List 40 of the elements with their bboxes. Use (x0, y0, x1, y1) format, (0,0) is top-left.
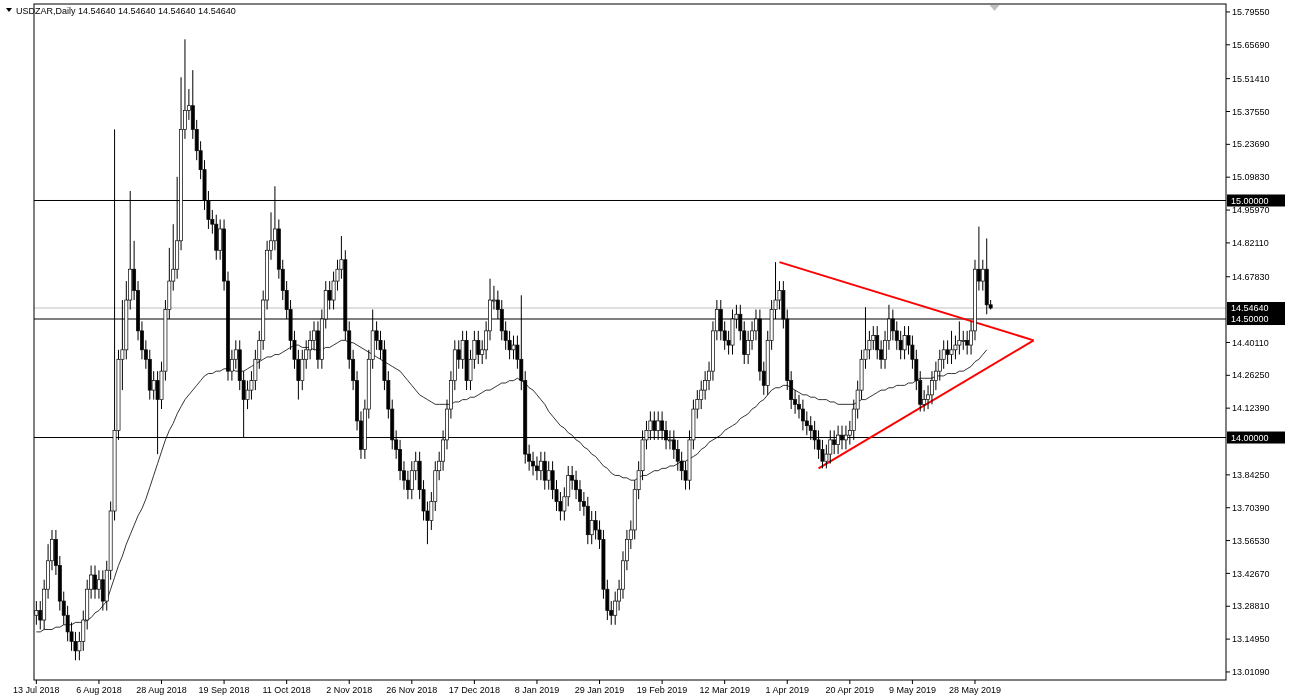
y-tick-label: 14.95970 (1232, 205, 1270, 216)
y-tick-label: 14.26250 (1232, 370, 1270, 381)
y-tick-label: 14.40110 (1232, 337, 1269, 348)
y-tick-label: 13.01090 (1232, 667, 1270, 678)
ref-line-label: 14.54640 (1231, 303, 1269, 314)
x-tick-label: 26 Nov 2018 (386, 685, 438, 695)
x-tick-label: 29 Jan 2019 (574, 685, 625, 695)
y-tick-label: 13.70390 (1232, 502, 1270, 513)
x-tick-label: 19 Sep 2018 (198, 685, 250, 695)
y-tick-label: 15.65690 (1232, 39, 1270, 50)
y-tick-label: 15.09830 (1232, 172, 1270, 183)
y-tick-label: 13.28810 (1232, 601, 1270, 612)
y-tick-label: 13.14950 (1232, 634, 1270, 645)
ref-line-label: 14.00000 (1231, 432, 1269, 443)
y-tick-label: 15.37550 (1232, 106, 1270, 117)
ref-line-label: 15.00000 (1231, 195, 1269, 206)
x-tick-label: 1 Apr 2019 (765, 685, 810, 695)
ref-line-label: 14.50000 (1231, 314, 1269, 325)
y-tick-label: 14.67830 (1232, 271, 1270, 282)
y-tick-label: 15.79550 (1232, 7, 1270, 18)
x-tick-label: 28 Aug 2018 (136, 685, 187, 695)
x-tick-label: 2 Nov 2018 (326, 685, 373, 695)
x-tick-label: 20 Apr 2019 (825, 685, 875, 695)
chart-title: USDZAR,Daily 14.54640 14.54640 14.54640 14.54640 (16, 6, 236, 16)
x-tick-label: 19 Feb 2019 (636, 685, 688, 695)
x-tick-label: 11 Oct 2018 (262, 685, 311, 695)
y-tick-label: 14.82110 (1232, 238, 1269, 249)
y-tick-label: 13.56530 (1232, 535, 1270, 546)
x-tick-label: 6 Aug 2018 (76, 685, 122, 695)
x-tick-label: 8 Jan 2019 (514, 685, 560, 695)
x-tick-label: 13 Jul 2018 (13, 685, 60, 695)
y-tick-label: 13.42670 (1232, 568, 1270, 579)
x-tick-label: 17 Dec 2018 (448, 685, 500, 695)
y-tick-label: 15.51410 (1232, 73, 1270, 84)
y-tick-label: 13.84250 (1232, 470, 1270, 480)
x-tick-label: 9 May 2019 (888, 685, 936, 695)
y-tick-label: 14.12390 (1232, 403, 1270, 414)
x-tick-label: 12 Mar 2019 (699, 685, 750, 695)
y-tick-label: 15.23690 (1232, 139, 1270, 150)
x-tick-label: 28 May 2019 (948, 685, 1002, 695)
